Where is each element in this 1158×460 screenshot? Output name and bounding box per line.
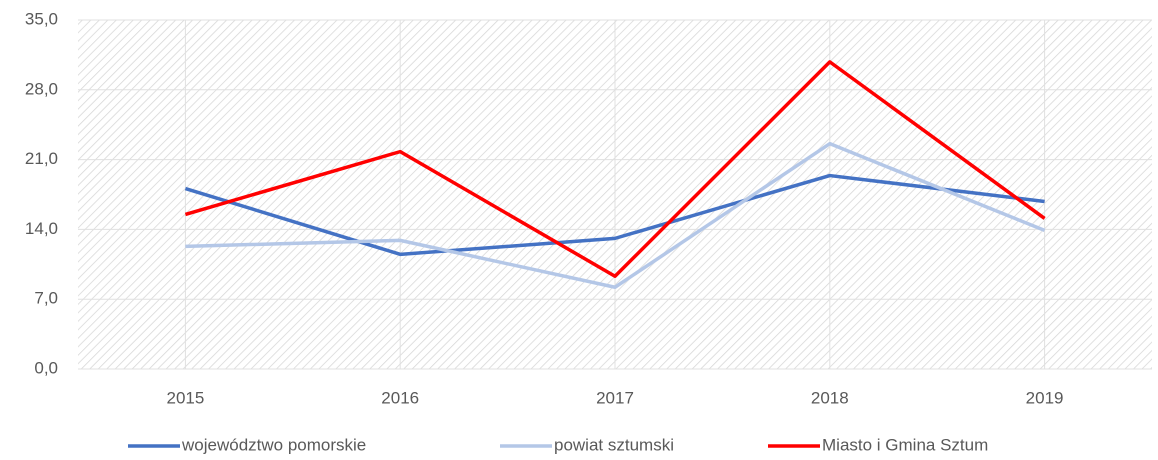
series-line xyxy=(185,141,1046,289)
y-tick-label: 28,0 xyxy=(25,79,58,98)
series-line xyxy=(184,60,1046,279)
y-tick-label: 35,0 xyxy=(25,9,58,28)
x-tick-label: 2017 xyxy=(596,388,634,407)
x-tick-label: 2019 xyxy=(1026,388,1064,407)
x-tick-label: 2015 xyxy=(166,388,204,407)
x-tick-label: 2018 xyxy=(811,388,849,407)
y-tick-label: 14,0 xyxy=(25,219,58,238)
series-line xyxy=(184,173,1045,257)
y-tick-label: 7,0 xyxy=(34,289,58,308)
y-tick-label: 0,0 xyxy=(34,358,58,377)
legend-label: Miasto i Gmina Sztum xyxy=(822,435,988,454)
legend-label: województwo pomorskie xyxy=(181,435,366,454)
legend-label: powiat sztumski xyxy=(554,435,674,454)
x-tick-label: 2016 xyxy=(381,388,419,407)
y-tick-label: 21,0 xyxy=(25,149,58,168)
